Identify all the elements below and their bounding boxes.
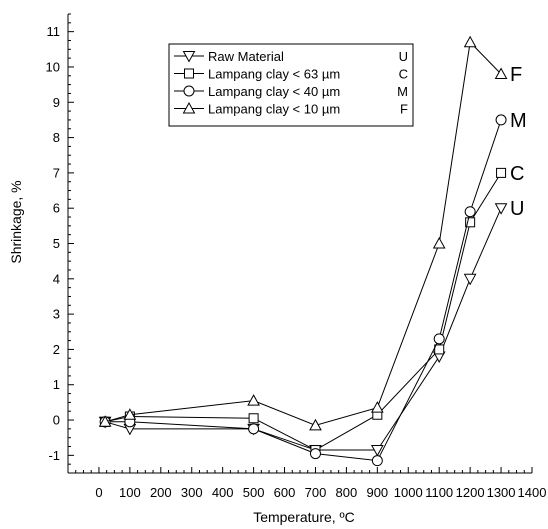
legend-label: Raw Material — [208, 49, 284, 64]
series-f — [98, 35, 508, 431]
x-tick-label: 300 — [181, 485, 203, 500]
series-end-label: M — [510, 110, 527, 132]
x-tick-label: 800 — [336, 485, 358, 500]
y-tick-label: -1 — [48, 448, 60, 463]
x-tick-label: 1300 — [487, 485, 516, 500]
series-line — [104, 41, 502, 426]
data-point — [371, 455, 383, 467]
x-tick-label: 500 — [243, 485, 265, 500]
data-point — [465, 217, 476, 228]
data-point — [496, 167, 507, 178]
legend-entry: Lampang clay < 63 µm C — [174, 67, 408, 82]
series-line — [104, 207, 502, 451]
x-tick-label: 400 — [212, 485, 234, 500]
y-tick-label: 7 — [53, 165, 60, 180]
series-end-label: F — [510, 64, 522, 86]
x-tick-label: 700 — [305, 485, 327, 500]
x-tick-label: 1100 — [425, 485, 453, 500]
y-axis-title: Shrinkage, % — [8, 180, 24, 263]
legend-label: Lampang clay < 10 µm — [208, 102, 340, 117]
end-labels: F M CU — [510, 64, 527, 220]
x-axis-title: Temperature, ºC — [253, 509, 355, 525]
data-point — [464, 206, 476, 218]
y-tick-label: 9 — [53, 95, 60, 110]
x-tick-label: 1000 — [394, 485, 423, 500]
legend-entry: Raw Material U — [174, 49, 408, 64]
legend-marker — [182, 51, 196, 63]
data-point — [433, 333, 445, 345]
x-tick-label: 200 — [150, 485, 172, 500]
y-tick-label: 1 — [53, 377, 60, 392]
legend-label: Lampang clay < 40 µm — [208, 84, 340, 99]
x-tick-label: 1200 — [456, 485, 485, 500]
y-tick-label: 11 — [47, 24, 61, 39]
legend-label: Lampang clay < 63 µm — [208, 67, 340, 82]
x-tick-label: 900 — [366, 485, 388, 500]
data-point — [463, 35, 477, 48]
x-tick-label: 600 — [274, 485, 296, 500]
data-point — [247, 394, 260, 406]
legend-marker — [183, 85, 195, 97]
y-tick-label: 4 — [53, 271, 60, 286]
legend-box — [168, 43, 414, 127]
series-line — [105, 172, 502, 451]
data-point — [248, 413, 259, 424]
x-tick-label: 100 — [119, 485, 141, 500]
legend-entry: Lampang clay < 40 µm M — [174, 84, 408, 99]
legend-marker — [184, 68, 194, 79]
data-point — [432, 236, 446, 249]
data-point — [248, 423, 260, 435]
legend-code: U — [399, 49, 408, 64]
x-tick-label: 0 — [95, 485, 102, 500]
series-c — [100, 167, 507, 456]
y-tick-label: 5 — [53, 236, 60, 251]
data-point — [98, 415, 112, 427]
y-tick-label: 10 — [46, 59, 60, 74]
legend-code: C — [399, 67, 408, 82]
legend-entry: Lampang clay < 10 µm F — [174, 102, 408, 117]
data-point — [494, 203, 508, 215]
y-tick-label: 3 — [53, 307, 60, 322]
series-m — [99, 114, 507, 467]
data-point — [309, 418, 322, 431]
legend-code: M — [397, 84, 408, 99]
series-u — [98, 203, 508, 457]
x-tick-label: 1400 — [518, 485, 547, 500]
data-point — [370, 445, 384, 457]
data-point — [370, 401, 384, 413]
data-point — [123, 408, 137, 420]
series-end-label: U — [510, 198, 524, 220]
data-point — [463, 273, 477, 286]
y-tick-label: 6 — [53, 201, 60, 216]
legend-code: F — [400, 102, 408, 117]
series-line — [105, 119, 502, 462]
data-point — [494, 67, 508, 80]
series-layer — [98, 35, 508, 467]
data-point — [434, 344, 445, 355]
legend-marker — [182, 101, 196, 114]
data-point — [309, 448, 321, 460]
y-tick-label: 2 — [53, 342, 60, 357]
data-point — [495, 114, 507, 126]
y-tick-label: 8 — [53, 130, 60, 145]
series-end-label: C — [510, 163, 524, 185]
y-tick-label: 0 — [53, 413, 60, 428]
tick-marks — [67, 13, 533, 474]
tick-labels: -1 0 1 2 3 4 5 6 7 8 9 10 11 0 100 200 300 400 500 600 700 80… — [46, 24, 547, 500]
